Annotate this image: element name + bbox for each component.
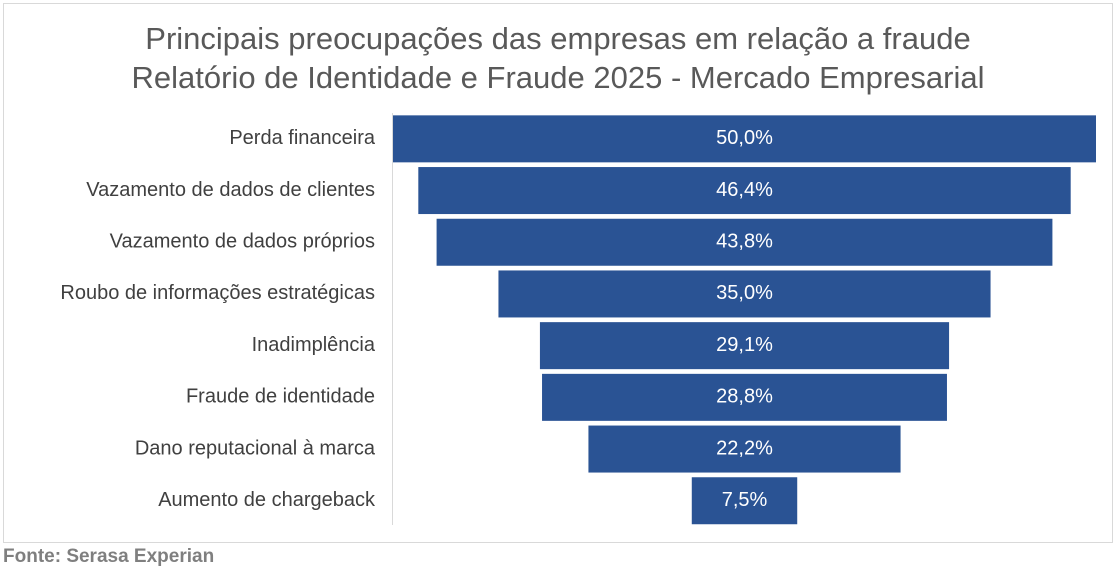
chart-title: Principais preocupações das empresas em … <box>145 21 970 56</box>
category-label: Fraude de identidade <box>186 386 375 408</box>
bar <box>542 373 947 421</box>
category-label: Vazamento de dados de clientes <box>86 179 375 201</box>
bar <box>436 218 1053 266</box>
data-label: 43,8% <box>716 231 773 253</box>
bar <box>393 115 1096 163</box>
data-label: 29,1% <box>716 334 773 356</box>
category-label: Vazamento de dados próprios <box>110 231 375 253</box>
source-note: Fonte: Serasa Experian <box>3 546 214 567</box>
data-label: 35,0% <box>716 282 773 304</box>
category-label: Aumento de chargeback <box>158 489 376 511</box>
bar <box>539 322 950 370</box>
category-label: Perda financeira <box>229 127 376 149</box>
data-label: 50,0% <box>716 127 773 149</box>
data-label: 22,2% <box>716 437 773 459</box>
data-label: 28,8% <box>716 386 773 408</box>
category-label: Dano reputacional à marca <box>135 437 376 459</box>
chart-subtitle: Relatório de Identidade e Fraude 2025 - … <box>132 60 985 95</box>
bar <box>418 167 1071 215</box>
bar <box>691 477 798 525</box>
data-label: 46,4% <box>716 179 773 201</box>
bar <box>588 425 901 473</box>
category-label: Inadimplência <box>252 334 376 356</box>
bar <box>498 270 991 318</box>
category-label: Roubo de informações estratégicas <box>60 282 375 304</box>
data-label: 7,5% <box>722 489 768 511</box>
